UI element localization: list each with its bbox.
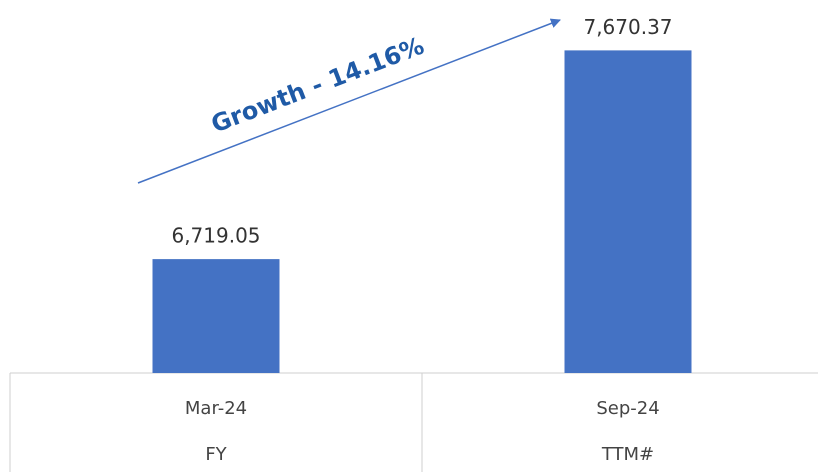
x-tick-label: Sep-24 [596,398,659,419]
growth-arrow [137,18,561,184]
value-label: 7,670.37 [583,15,672,39]
category-table [9,372,818,472]
bar [152,259,280,373]
x-group-label: TTM# [601,444,654,465]
value-label: 6,719.05 [171,224,260,248]
x-tick-label: Mar-24 [185,398,247,419]
bar [564,50,692,374]
annotation: Growth - 14.16% [207,32,427,139]
x-group-label: FY [205,444,227,465]
